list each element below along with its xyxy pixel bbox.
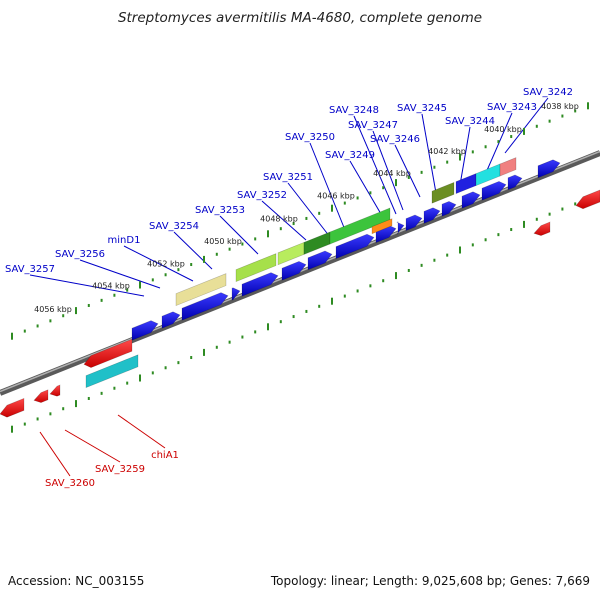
gene-arrow-forward bbox=[423, 207, 441, 224]
genome-title: Streptomyces avermitilis MA-4680, comple… bbox=[117, 10, 483, 26]
map-labels: 4038 kbp 4040 kbp 4042 kbp 4044 kbp 4046 kbp… bbox=[5, 87, 579, 489]
feature-block-olive bbox=[431, 181, 455, 204]
feature-block-light-green bbox=[235, 253, 277, 283]
gene-arrow-forward bbox=[441, 201, 457, 217]
tick-marks bbox=[11, 102, 589, 433]
gene-arrow-forward bbox=[231, 287, 241, 301]
accession-label: Accession: NC_003155 bbox=[8, 574, 145, 588]
feature-block-cyan bbox=[85, 354, 139, 389]
feature-block-salmon bbox=[499, 157, 517, 177]
feature-block-orange bbox=[371, 218, 393, 235]
gene-arrow-reverse bbox=[33, 389, 49, 403]
gene-label: SAV_3257 bbox=[5, 264, 55, 275]
gene-label: SAV_3259 bbox=[95, 464, 145, 475]
gene-label: SAV_3248 bbox=[329, 105, 379, 116]
gene-arrows bbox=[0, 157, 600, 418]
leader-line bbox=[64, 429, 121, 463]
gene-arrow-forward bbox=[461, 191, 481, 209]
gene-arrow-forward bbox=[281, 261, 307, 281]
leader-line bbox=[287, 182, 331, 238]
kbp-label: 4052 kbp bbox=[147, 260, 185, 269]
feature-block-pale-yellow bbox=[175, 273, 227, 307]
gene-arrow-forward bbox=[335, 233, 375, 260]
gene-label: SAV_3252 bbox=[237, 190, 287, 201]
gene-arrow-reverse bbox=[533, 221, 551, 236]
leader-line bbox=[421, 113, 437, 194]
leader-line bbox=[219, 215, 259, 255]
gene-arrow-forward bbox=[307, 250, 333, 271]
gene-arrow-forward bbox=[507, 174, 523, 191]
kbp-label: 4056 kbp bbox=[34, 305, 72, 314]
kbp-label: 4042 kbp bbox=[428, 147, 466, 156]
kbp-label: 4050 kbp bbox=[204, 237, 242, 246]
leader-line bbox=[459, 126, 471, 186]
gene-label: SAV_3249 bbox=[325, 150, 375, 161]
feature-block-blue bbox=[455, 173, 477, 195]
kbp-label: 4048 kbp bbox=[260, 214, 298, 223]
gene-label: SAV_3242 bbox=[523, 87, 573, 98]
gene-arrow-forward bbox=[481, 181, 507, 201]
gene-label: SAV_3260 bbox=[45, 478, 95, 489]
leader-lines bbox=[29, 97, 549, 477]
gene-label: SAV_3250 bbox=[285, 132, 335, 143]
kbp-label: 4046 kbp bbox=[317, 192, 355, 201]
leader-line bbox=[123, 245, 194, 282]
gene-label: SAV_3244 bbox=[445, 116, 495, 127]
kbp-label: 4040 kbp bbox=[484, 125, 522, 134]
leader-line bbox=[484, 112, 513, 176]
gene-arrow-forward bbox=[537, 159, 561, 179]
gene-arrow-forward bbox=[181, 292, 229, 321]
gene-label: SAV_3243 bbox=[487, 102, 537, 113]
gene-arrow-reverse bbox=[83, 338, 133, 368]
genome-summary: Topology: linear; Length: 9,025,608 bp; … bbox=[270, 574, 590, 588]
leader-line bbox=[29, 274, 145, 297]
gene-label: SAV_3256 bbox=[55, 249, 105, 260]
gene-label: SAV_3245 bbox=[397, 103, 447, 114]
gene-label: SAV_3247 bbox=[348, 120, 398, 131]
leader-line bbox=[173, 231, 213, 270]
feature-block-light-green bbox=[277, 241, 305, 266]
kbp-label: 4038 kbp bbox=[541, 102, 579, 111]
leader-line bbox=[504, 97, 549, 154]
leader-line bbox=[261, 200, 307, 241]
gene-arrow-reverse bbox=[575, 189, 600, 210]
lower-tick-row bbox=[11, 195, 589, 433]
gene-arrow-forward bbox=[396, 221, 405, 235]
leader-line bbox=[372, 130, 404, 211]
gene-arrow-forward bbox=[131, 320, 159, 341]
gene-label: SAV_3253 bbox=[195, 205, 245, 216]
kbp-label: 4044 kbp bbox=[373, 169, 411, 178]
gene-label: SAV_3254 bbox=[149, 221, 199, 232]
gene-label: minD1 bbox=[108, 235, 141, 246]
leader-line bbox=[79, 259, 161, 289]
gene-arrow-forward bbox=[405, 214, 423, 232]
gene-arrow-reverse bbox=[0, 397, 25, 418]
gene-arrow-reverse bbox=[49, 384, 61, 397]
feature-block-dark-green bbox=[303, 231, 331, 255]
leader-line bbox=[309, 142, 346, 231]
leader-line bbox=[39, 431, 71, 477]
gene-arrow-forward bbox=[161, 311, 181, 329]
leader-line bbox=[117, 414, 166, 449]
leader-line bbox=[353, 115, 397, 215]
upper-tick-row bbox=[11, 102, 589, 340]
gene-label: SAV_3246 bbox=[370, 134, 420, 145]
kbp-label: 4054 kbp bbox=[92, 282, 130, 291]
gene-label: chiA1 bbox=[151, 450, 179, 461]
leader-line bbox=[394, 144, 421, 198]
gene-label: SAV_3251 bbox=[263, 172, 313, 183]
gene-arrow-forward bbox=[241, 272, 279, 297]
